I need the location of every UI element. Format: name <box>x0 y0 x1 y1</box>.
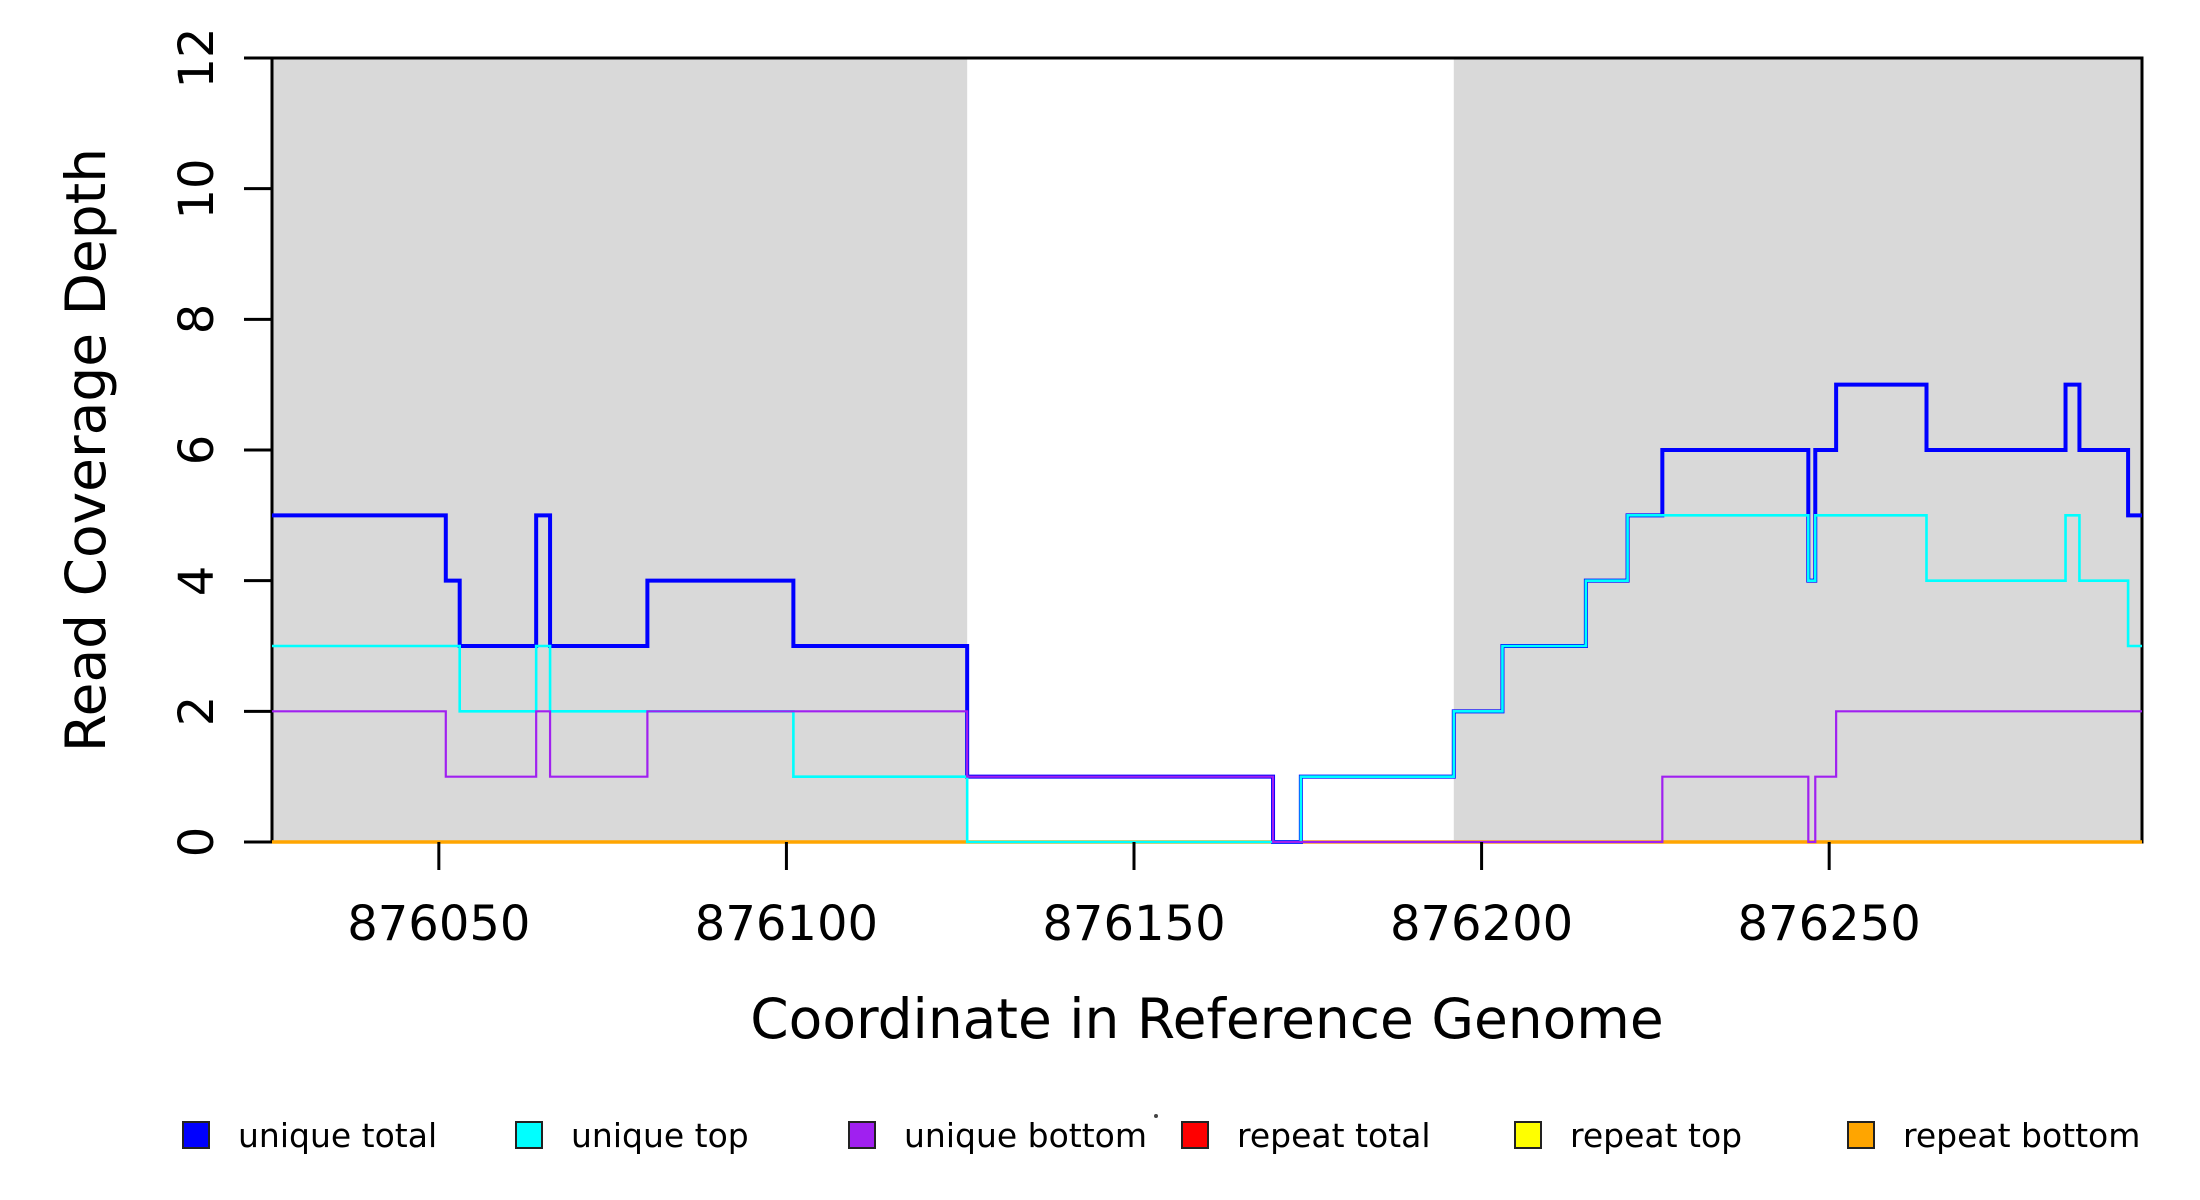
legend-item-repeat-bottom: repeat bottom <box>1847 1116 2140 1155</box>
legend-item-repeat-total: repeat total <box>1181 1116 1431 1155</box>
legend-label: repeat total <box>1237 1115 1431 1155</box>
y-tick-label: 4 <box>169 565 225 596</box>
y-tick-label: 0 <box>169 826 225 858</box>
series-unique-top <box>272 514 2142 844</box>
y-tick-label: 8 <box>169 304 225 335</box>
legend-swatch-icon <box>1514 1121 1542 1149</box>
x-tick-label: 876100 <box>694 896 879 952</box>
x-tick-label: 876150 <box>1042 896 1226 952</box>
legend-label: unique top <box>571 1115 749 1155</box>
x-tick-label: 876250 <box>1737 896 1921 952</box>
legend-swatch-icon <box>515 1121 543 1149</box>
legend-label: repeat bottom <box>1903 1115 2141 1155</box>
series-unique-bottom <box>272 710 2142 844</box>
y-tick-label: 12 <box>169 27 225 89</box>
legend-swatch-icon <box>1181 1121 1209 1149</box>
legend-item-repeat-top: repeat top <box>1514 1116 1742 1155</box>
legend-item-unique-bottom: unique bottom <box>848 1116 1147 1155</box>
y-tick-label: 6 <box>169 434 225 466</box>
legend-label: unique bottom <box>904 1115 1148 1155</box>
x-axis-title: Coordinate in Reference Genome <box>750 987 1664 1051</box>
y-tick-label: 10 <box>169 158 225 220</box>
x-tick-label: 876200 <box>1389 896 1574 952</box>
legend-swatch-icon <box>848 1121 876 1149</box>
legend-item-unique-total: unique total <box>182 1116 437 1155</box>
legend-item-unique-top: unique top <box>515 1116 749 1155</box>
shaded-region <box>272 58 968 842</box>
x-tick-label: 876050 <box>347 896 531 952</box>
y-tick-label: 2 <box>169 696 225 727</box>
legend-label: unique total <box>238 1115 438 1155</box>
legend-swatch-icon <box>182 1121 210 1149</box>
legend-label: repeat top <box>1570 1115 1743 1155</box>
stray-dot <box>1154 1114 1158 1118</box>
legend-swatch-icon <box>1847 1121 1875 1149</box>
y-axis-title: Read Coverage Depth <box>54 147 118 753</box>
